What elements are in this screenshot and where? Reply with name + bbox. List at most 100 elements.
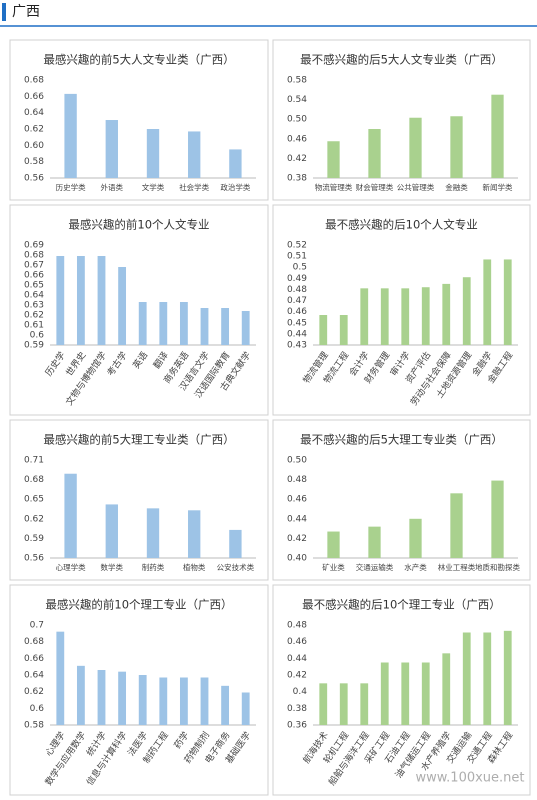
bar <box>442 283 451 345</box>
header-title: 广西 <box>12 4 40 20</box>
bar <box>200 308 209 345</box>
bar <box>97 256 106 345</box>
chart-title: 最感兴趣的前5大理工专业类（广西） <box>43 433 234 447</box>
chart-panel <box>272 419 531 581</box>
bar <box>368 129 381 178</box>
bar <box>105 504 118 558</box>
y-tick-label: 0.63 <box>24 301 44 311</box>
y-tick-label: 0.65 <box>24 495 44 505</box>
y-tick-label: 0.59 <box>24 534 44 544</box>
y-tick-label: 0.38 <box>287 704 307 714</box>
bar <box>241 311 250 345</box>
y-tick-label: 0.66 <box>24 271 44 281</box>
y-tick-label: 0.48 <box>287 621 307 631</box>
y-tick-label: 0.59 <box>24 341 44 351</box>
y-tick-label: 0.47 <box>287 296 307 306</box>
y-tick-label: 0.62 <box>24 514 44 524</box>
x-tick-label: 制药类 <box>142 562 165 572</box>
y-tick-label: 0.6 <box>30 704 45 714</box>
chart-panel <box>272 39 531 201</box>
x-tick-label: 历史学类 <box>56 182 86 192</box>
chart-title: 最感兴趣的前10个人文专业 <box>68 218 209 232</box>
y-tick-label: 0.46 <box>287 637 307 647</box>
y-tick-label: 0.49 <box>287 274 307 284</box>
y-tick-label: 0.64 <box>24 291 44 301</box>
bar <box>360 288 369 345</box>
bar <box>179 302 188 345</box>
x-tick-label: 金融类 <box>445 182 468 192</box>
x-tick-label: 政治学类 <box>220 182 250 192</box>
y-tick-label: 0.58 <box>287 76 307 86</box>
y-tick-label: 0.58 <box>24 721 44 731</box>
bar <box>159 302 168 345</box>
y-tick-label: 0.51 <box>287 252 307 262</box>
bar <box>319 315 328 345</box>
bar <box>401 662 410 725</box>
bar <box>146 129 160 178</box>
bar <box>118 267 127 345</box>
chart-title: 最不感兴趣的后10个人文专业 <box>325 218 478 232</box>
chart-title: 最感兴趣的前10个理工专业（广西） <box>45 598 232 612</box>
bar <box>491 480 504 558</box>
y-tick-label: 0.5 <box>293 263 307 273</box>
y-tick-label: 0.58 <box>24 157 44 167</box>
y-tick-label: 0.6 <box>30 331 45 341</box>
bar <box>241 692 250 725</box>
bar <box>56 631 65 725</box>
bar <box>401 288 410 345</box>
y-tick-label: 0.66 <box>24 654 44 664</box>
bar <box>221 308 230 345</box>
y-tick-label: 0.62 <box>24 311 44 321</box>
x-tick-label: 社会学类 <box>179 182 209 192</box>
x-tick-label: 公安技术类 <box>217 562 255 572</box>
x-tick-label: 外语类 <box>101 182 124 192</box>
bar <box>339 315 348 345</box>
chart-panel <box>9 39 269 201</box>
bar <box>188 131 201 178</box>
bar <box>450 116 463 178</box>
x-tick-label: 公共管理类 <box>397 182 435 192</box>
bar <box>327 141 340 178</box>
y-tick-label: 0.43 <box>287 341 307 351</box>
bar <box>97 670 106 725</box>
bar <box>105 120 118 178</box>
y-tick-label: 0.69 <box>24 241 44 251</box>
x-tick-label: 新闻学类 <box>483 182 513 192</box>
y-tick-label: 0.36 <box>287 721 307 731</box>
chart-title: 最不感兴趣的后10个理工专业（广西） <box>302 598 501 612</box>
x-tick-label: 交通运输类 <box>356 562 394 572</box>
header-marker <box>2 3 6 21</box>
watermark: www.100xue.net <box>415 771 524 786</box>
bar <box>146 508 160 558</box>
y-tick-label: 0.45 <box>287 318 307 328</box>
x-tick-label: 心理学类 <box>56 562 86 572</box>
y-tick-label: 0.66 <box>24 92 44 102</box>
bar <box>462 277 471 345</box>
bar <box>442 653 451 725</box>
bar <box>450 493 463 558</box>
x-tick-label: 林业工程类 <box>438 562 476 572</box>
x-tick-label: 矿业类 <box>322 562 345 572</box>
x-tick-label: 财会管理类 <box>356 182 394 192</box>
bar <box>339 683 348 725</box>
y-tick-label: 0.40 <box>287 554 307 564</box>
chart-title: 最不感兴趣的后5大人文专业类（广西） <box>300 53 503 67</box>
bar <box>138 675 147 725</box>
y-tick-label: 0.68 <box>24 76 44 86</box>
bar <box>327 531 340 558</box>
x-tick-label: 物流管理类 <box>315 182 353 192</box>
y-tick-label: 0.56 <box>24 174 44 184</box>
y-tick-label: 0.54 <box>287 95 307 105</box>
bar <box>76 256 85 345</box>
y-tick-label: 0.68 <box>24 251 44 261</box>
bar <box>319 683 328 725</box>
y-tick-label: 0.46 <box>287 495 307 505</box>
bar <box>421 662 430 725</box>
bar <box>179 677 188 725</box>
bar <box>483 632 492 725</box>
y-tick-label: 0.50 <box>287 115 307 125</box>
chart-panel <box>9 419 269 581</box>
y-tick-label: 0.56 <box>24 554 44 564</box>
